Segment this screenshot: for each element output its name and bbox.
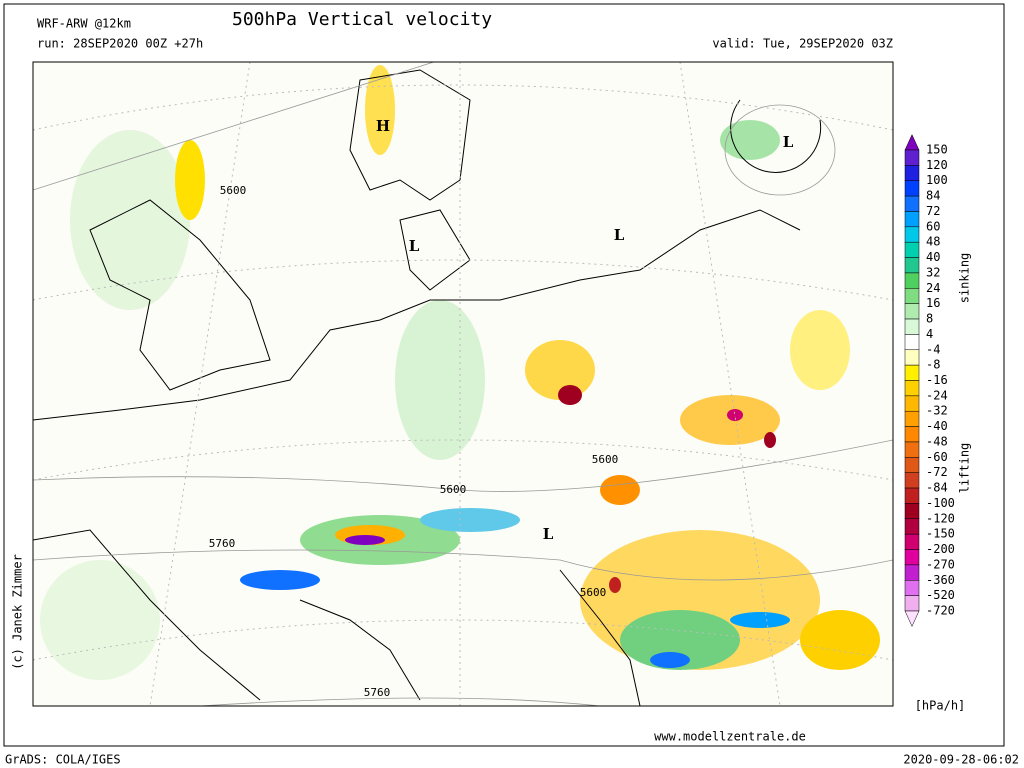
colorbar-segment — [904, 395, 920, 412]
contour-label: 5760 — [364, 686, 391, 699]
colorbar-segment — [904, 426, 920, 443]
colorbar-label: 32 — [926, 265, 940, 279]
map: H L L L L 5600 5600 5600 5760 5600 5760 … — [11, 61, 894, 707]
colorbar-label: 84 — [926, 189, 940, 203]
colorbar-cap — [904, 610, 920, 627]
colorbar-label: 120 — [926, 158, 948, 172]
colorbar-segment — [904, 533, 920, 550]
contour-label: 5600 — [592, 453, 619, 466]
url: www.modellzentrale.de — [654, 730, 806, 744]
colorbar-label: -60 — [926, 450, 948, 464]
colorbar-label: -40 — [926, 419, 948, 433]
run: run: 28SEP2020 00Z +27h — [37, 37, 203, 51]
pressure-center: L — [543, 525, 554, 543]
model: WRF-ARW @12km — [37, 17, 131, 31]
colorbar-segment — [904, 288, 920, 304]
colorbar-segment — [904, 487, 920, 504]
colorbar-segment — [904, 441, 920, 458]
colorbar-label: 48 — [926, 235, 940, 249]
colorbar-segment — [904, 380, 920, 397]
contour-label: 5600 — [440, 483, 467, 496]
colorbar-segment — [904, 303, 920, 320]
colorbar-segment — [904, 472, 920, 489]
colorbar-label: -360 — [926, 573, 955, 587]
colorbar-segment — [904, 318, 920, 335]
colorbar-segment — [904, 549, 920, 566]
colorbar-label: -720 — [926, 604, 955, 618]
pressure-center: H — [376, 117, 390, 135]
colorbar-segment — [904, 211, 920, 228]
colorbar-unit: [hPa/h] — [915, 699, 966, 713]
colorbar-segment — [904, 580, 920, 596]
colorbar-label: -200 — [926, 542, 955, 556]
colorbar-label: -100 — [926, 496, 955, 510]
colorbar-segment — [904, 457, 920, 473]
valid: valid: Tue, 29SEP2020 03Z — [712, 37, 893, 51]
field — [40, 65, 880, 680]
graticule — [33, 62, 893, 706]
colorbar-label: 60 — [926, 219, 940, 233]
colorbar-segment — [904, 195, 920, 212]
colorbar-label: 4 — [926, 327, 933, 341]
colorbar-label: -84 — [926, 481, 948, 495]
colorbar-label: -120 — [926, 511, 955, 525]
colorbar-label: -72 — [926, 465, 948, 479]
colorbar-segment — [904, 272, 920, 289]
colorbar-segment — [904, 518, 920, 535]
colorbar-label: 100 — [926, 173, 948, 187]
colorbar-segment — [904, 257, 920, 274]
pressure-center: L — [614, 226, 625, 244]
colorbar-segment — [904, 595, 920, 612]
colorbar: 150120100847260484032241684-4-8-16-24-32… — [904, 134, 955, 627]
colorbar-segment — [904, 241, 920, 258]
colorbar-segment — [904, 503, 920, 520]
colorbar-label: -4 — [926, 342, 940, 356]
colorbar-upper-label: sinking — [958, 253, 972, 304]
colorbar-segment — [904, 226, 920, 243]
colorbar-segment — [904, 364, 920, 381]
colorbar-segment — [904, 165, 920, 181]
colorbar-segment — [904, 149, 920, 166]
colorbar-label: 16 — [926, 296, 940, 310]
colorbar-label: -32 — [926, 404, 948, 418]
colorbar-label: 24 — [926, 281, 940, 295]
colorbar-lower-label: lifting — [958, 443, 972, 494]
colorbar-label: 150 — [926, 143, 948, 157]
colorbar-segment — [904, 334, 920, 351]
credit: (c) Janek Zimmer — [11, 554, 25, 670]
colorbar-label: 8 — [926, 312, 933, 326]
colorbar-label: -270 — [926, 557, 955, 571]
colorbar-segment — [904, 564, 920, 581]
coastlines — [33, 69, 822, 706]
contour-label: 5760 — [209, 537, 236, 550]
contour-label: 5600 — [220, 184, 247, 197]
frame — [3, 3, 1005, 747]
colorbar-label: 40 — [926, 250, 940, 264]
timestamp: 2020-09-28-06:02 — [903, 753, 1019, 767]
colorbar-label: -8 — [926, 358, 940, 372]
pressure-center: L — [783, 133, 794, 151]
colorbar-label: -48 — [926, 434, 948, 448]
title: 500hPa Vertical velocity — [232, 9, 492, 30]
colorbar-segment — [904, 180, 920, 197]
colorbar-segment — [904, 410, 920, 427]
software: GrADS: COLA/IGES — [5, 753, 121, 767]
pressure-center: L — [409, 237, 420, 255]
colorbar-segment — [904, 349, 920, 366]
colorbar-label: -520 — [926, 588, 955, 602]
colorbar-label: 72 — [926, 204, 940, 218]
colorbar-label: -150 — [926, 527, 955, 541]
map-border — [32, 61, 894, 707]
colorbar-label: -24 — [926, 388, 948, 402]
colorbar-label: -16 — [926, 373, 948, 387]
contour-label: 5600 — [580, 586, 607, 599]
